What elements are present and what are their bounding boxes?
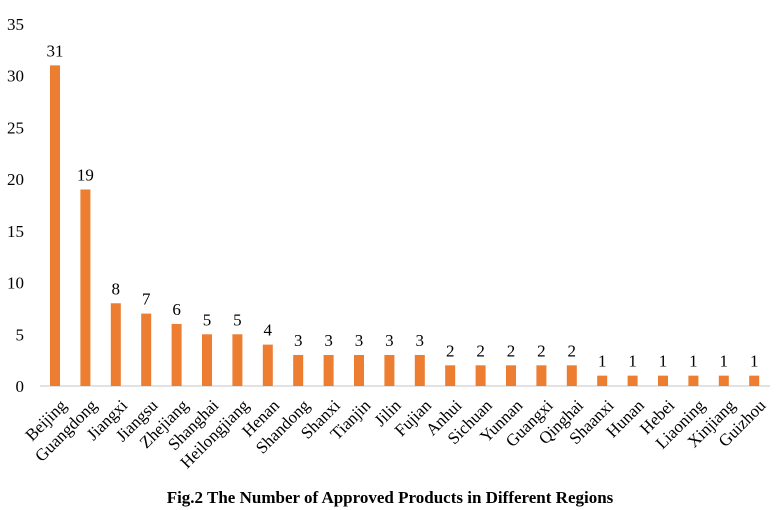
- data-label: 3: [355, 331, 364, 350]
- bar-guangdong: [80, 189, 91, 386]
- bar-tianjin: [354, 354, 364, 386]
- y-tick-label: 25: [7, 118, 24, 137]
- data-label: 1: [628, 352, 637, 371]
- y-tick-label: 30: [7, 67, 24, 86]
- data-label: 6: [172, 300, 181, 319]
- data-label: 8: [112, 279, 121, 298]
- bar-heilongjiang: [232, 334, 243, 386]
- y-tick-label: 0: [16, 377, 25, 396]
- data-label: 1: [598, 352, 607, 371]
- bar-xinjiang: [718, 375, 729, 386]
- y-tick-label: 10: [7, 274, 24, 293]
- data-label: 1: [720, 352, 729, 371]
- bar-sichuan: [475, 365, 486, 386]
- data-label: 7: [142, 290, 151, 309]
- data-label: 19: [77, 165, 94, 184]
- data-label: 4: [264, 321, 273, 340]
- y-tick-label: 15: [7, 222, 24, 241]
- data-label: 5: [233, 310, 242, 329]
- data-label: 3: [416, 331, 425, 350]
- bar-anhui: [445, 365, 456, 386]
- bar-yunnan: [506, 365, 516, 386]
- data-label: 3: [385, 331, 394, 350]
- bar-shanghai: [202, 334, 212, 386]
- data-label: 3: [324, 331, 333, 350]
- bar-liaoning: [688, 375, 699, 386]
- data-label: 1: [659, 352, 668, 371]
- bar-hebei: [658, 375, 668, 386]
- bar-shanxi: [323, 354, 334, 386]
- bar-fujian: [414, 354, 425, 386]
- bar-jilin: [384, 354, 395, 386]
- data-label: 2: [568, 341, 577, 360]
- bar-guangxi: [536, 365, 547, 386]
- bar-jiangsu: [141, 313, 152, 386]
- data-label: 5: [203, 310, 212, 329]
- data-label: 2: [446, 341, 455, 360]
- data-label: 1: [689, 352, 698, 371]
- y-tick-label: 20: [7, 170, 24, 189]
- bar-jiangxi: [110, 303, 121, 386]
- bar-shaanxi: [597, 375, 608, 386]
- y-tick-label: 35: [7, 15, 24, 34]
- bar-beijing: [50, 65, 60, 386]
- data-label: 3: [294, 331, 303, 350]
- chart-title: Fig.2 The Number of Approved Products in…: [166, 488, 614, 507]
- data-label: 2: [507, 341, 516, 360]
- bar-zhejiang: [171, 323, 182, 386]
- y-tick-label: 5: [16, 325, 25, 344]
- data-label: 2: [476, 341, 485, 360]
- data-label: 31: [47, 41, 64, 60]
- bar-qinghai: [566, 365, 577, 386]
- data-label: 1: [750, 352, 759, 371]
- bar-hunan: [627, 375, 638, 386]
- bar-shandong: [293, 354, 304, 386]
- bar-guizhou: [749, 375, 760, 386]
- bar-henan: [262, 344, 273, 386]
- data-label: 2: [537, 341, 546, 360]
